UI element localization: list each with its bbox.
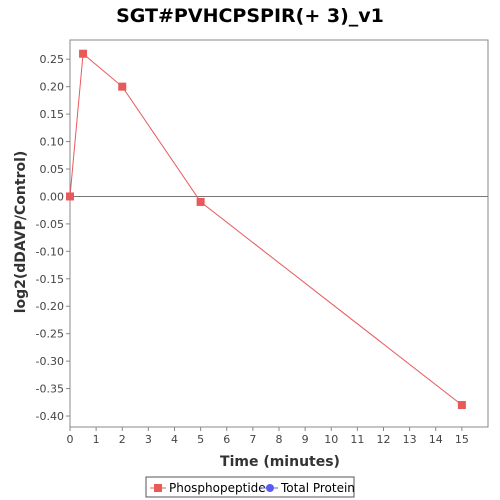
y-axis: 0.25 0.20 0.15 0.10 0.05 0.00 -0.05 -0.10 -0.15 -… [36, 53, 70, 423]
x-tick-label: 5 [197, 433, 204, 446]
x-axis-title: Time (minutes) [220, 454, 340, 470]
x-tick-label: 4 [171, 433, 178, 446]
y-tick-label: 0.00 [40, 190, 65, 203]
x-tick-label: 2 [119, 433, 126, 446]
y-tick-label: 0.05 [40, 163, 65, 176]
y-axis-title: log2(dDAVP/Control) [13, 151, 29, 314]
plot-frame [69, 39, 489, 428]
y-tick-label: 0.15 [40, 108, 65, 121]
y-tick-label: 0.25 [40, 53, 65, 66]
data-point[interactable] [66, 192, 74, 201]
x-tick-label: 14 [429, 433, 443, 446]
y-tick-label: -0.25 [36, 328, 64, 341]
x-tick-label: 3 [145, 433, 152, 446]
y-tick-label: 0.20 [40, 81, 65, 94]
data-point[interactable] [118, 82, 127, 91]
legend-label-total-protein: Total Protein [280, 481, 355, 495]
legend-marker-total-protein [266, 484, 274, 492]
series-layer [66, 49, 466, 410]
x-tick-label: 8 [276, 433, 283, 446]
y-tick-label: -0.10 [36, 245, 64, 258]
x-tick-label: 0 [67, 433, 74, 446]
x-tick-label: 13 [403, 433, 417, 446]
y-tick-label: -0.40 [36, 410, 64, 423]
legend: Phosphopeptide Total Protein [145, 476, 355, 498]
x-tick-label: 6 [223, 433, 230, 446]
x-tick-label: 12 [377, 433, 391, 446]
legend-item-phosphopeptide[interactable]: Phosphopeptide [150, 481, 266, 495]
x-tick-label: 9 [302, 433, 309, 446]
x-tick-label: 1 [93, 433, 100, 446]
y-tick-label: 0.10 [40, 136, 65, 149]
x-tick-label: 15 [455, 433, 469, 446]
y-tick-label: -0.35 [36, 383, 64, 396]
data-point[interactable] [196, 197, 205, 206]
data-point[interactable] [457, 401, 466, 410]
y-tick-label: -0.05 [36, 218, 64, 231]
y-tick-label: -0.30 [36, 355, 64, 368]
data-point[interactable] [79, 49, 88, 58]
series-line-phosphopeptide [69, 52, 463, 406]
plot-area: 0 1 2 3 4 5 6 7 8 9 10 11 12 13 14 15 0.250.200.150.100… [36, 39, 489, 446]
legend-marker-phosphopeptide [154, 484, 162, 492]
y-tick-label: -0.20 [36, 300, 64, 313]
legend-label-phosphopeptide: Phosphopeptide [169, 481, 266, 495]
legend-item-total-protein[interactable]: Total Protein [262, 481, 355, 495]
x-tick-label: 10 [324, 433, 338, 446]
chart-title: SGT#PVHCPSPIR(+ 3)_v1 [116, 5, 384, 27]
legend-box [145, 476, 355, 498]
y-tick-label: -0.15 [36, 273, 64, 286]
x-tick-label: 7 [249, 433, 256, 446]
x-tick-label: 11 [350, 433, 364, 446]
x-axis: 0 1 2 3 4 5 6 7 8 9 10 11 12 13 14 15 [67, 427, 469, 446]
